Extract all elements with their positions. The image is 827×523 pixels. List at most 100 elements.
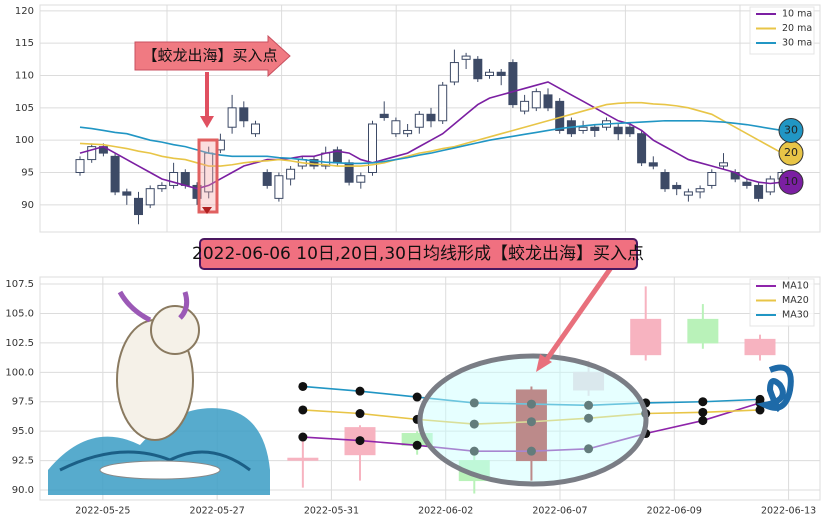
arrow bbox=[542, 250, 625, 364]
candle-body bbox=[578, 126, 588, 131]
ma-point bbox=[584, 400, 594, 410]
candle-body bbox=[438, 84, 448, 122]
y-tick-label: 120 bbox=[15, 6, 34, 17]
y-tick-label: 95.0 bbox=[12, 426, 34, 437]
ma-point bbox=[698, 407, 708, 417]
ma-point bbox=[355, 436, 365, 446]
candle-body bbox=[555, 100, 565, 131]
candle-body bbox=[274, 175, 284, 199]
ma-point bbox=[298, 381, 308, 391]
x-tick-label: 2022-05-27 bbox=[190, 506, 245, 517]
candle-body bbox=[192, 184, 202, 199]
ma-point bbox=[755, 394, 765, 404]
candle-body bbox=[122, 191, 132, 196]
candle-body bbox=[520, 100, 530, 112]
candle-body bbox=[590, 126, 600, 131]
y-tick-label: 107.5 bbox=[5, 279, 34, 290]
candle-body bbox=[687, 318, 719, 344]
candle-body bbox=[625, 126, 635, 135]
x-tick-label: 2022-06-02 bbox=[418, 506, 473, 517]
y-tick-label: 115 bbox=[15, 38, 34, 49]
ma-point bbox=[412, 392, 422, 402]
end-marker bbox=[778, 117, 804, 143]
decoration bbox=[48, 290, 794, 495]
x-tick-label: 2022-05-31 bbox=[304, 506, 359, 517]
x-tick-label: 2022-05-25 bbox=[75, 506, 130, 517]
y-tick-label: 100 bbox=[15, 135, 34, 146]
ma-point bbox=[469, 419, 479, 429]
legend-label: 20 ma bbox=[782, 23, 812, 34]
candle-body bbox=[251, 123, 260, 135]
highlight-ellipse bbox=[417, 353, 649, 487]
y-tick-label: 97.5 bbox=[12, 397, 34, 408]
annotation: 【蛟龙出海】买入点 bbox=[142, 47, 277, 65]
dog-head bbox=[150, 305, 200, 355]
ma-line bbox=[79, 119, 783, 165]
candle-body bbox=[742, 181, 752, 186]
candle-body bbox=[110, 155, 120, 193]
ma-line bbox=[79, 101, 783, 167]
ma-point bbox=[469, 398, 479, 408]
ma-point bbox=[355, 386, 365, 396]
ma-point bbox=[526, 399, 536, 409]
candle-body bbox=[309, 159, 319, 167]
y-tick-label: 95 bbox=[21, 168, 34, 179]
dragon bbox=[755, 364, 794, 413]
candle-body bbox=[508, 62, 518, 106]
highlight-box bbox=[197, 138, 219, 214]
candle-body bbox=[403, 129, 413, 135]
candle-body bbox=[239, 107, 249, 122]
candle-body bbox=[719, 162, 728, 167]
candle-body bbox=[391, 120, 401, 135]
surfboard bbox=[99, 460, 221, 480]
candle-body bbox=[379, 113, 389, 119]
candle-body bbox=[262, 172, 272, 186]
candle-body bbox=[157, 184, 167, 190]
candle-body bbox=[145, 188, 155, 206]
candle-body bbox=[648, 162, 658, 167]
arrow-head bbox=[536, 354, 552, 372]
banner bbox=[199, 238, 638, 270]
candle-body bbox=[449, 62, 459, 83]
candle-body bbox=[426, 113, 436, 122]
candle-body bbox=[75, 159, 85, 174]
candle-body bbox=[134, 197, 143, 216]
candle-body bbox=[473, 58, 483, 80]
candle-body bbox=[356, 175, 366, 183]
ma-point bbox=[698, 397, 708, 407]
legend-label: 30 ma bbox=[782, 38, 812, 49]
y-tick-label: 102.5 bbox=[5, 338, 34, 349]
legend-label: MA10 bbox=[782, 281, 809, 292]
candle-body bbox=[87, 146, 97, 161]
ma-point bbox=[526, 417, 536, 427]
ma-point bbox=[298, 432, 308, 442]
annotations: 【蛟龙出海】买入点 2022-06-06 10日,20日,30日均线形成【蛟龙出… bbox=[134, 34, 649, 487]
candle-body bbox=[368, 123, 377, 174]
candle-body bbox=[707, 172, 717, 186]
ma-point bbox=[584, 444, 594, 454]
y-tick-label: 90.0 bbox=[12, 485, 34, 496]
end-label: 10 bbox=[784, 175, 798, 188]
x-tick-label: 2022-06-09 bbox=[647, 506, 702, 517]
ma-point bbox=[469, 446, 479, 456]
candle-body bbox=[286, 168, 296, 180]
candle-body bbox=[227, 107, 237, 128]
candle-body bbox=[485, 71, 494, 76]
end-label: 30 bbox=[784, 123, 798, 136]
arrow-head bbox=[200, 116, 214, 128]
chart-panel: 90 95 100 105 110 115 120 10 20 30 10 ma 20 ma 30 ma bbox=[15, 4, 821, 233]
candle-body bbox=[672, 184, 682, 190]
candle-body bbox=[180, 172, 190, 186]
ma-point bbox=[526, 446, 536, 456]
candle-body bbox=[754, 184, 764, 199]
ma-line bbox=[79, 81, 783, 190]
candle-body bbox=[765, 178, 775, 193]
ma-point bbox=[584, 413, 594, 423]
candle-body bbox=[630, 318, 662, 356]
x-tick-label: 2022-06-13 bbox=[761, 506, 816, 517]
legend-label: 10 ma bbox=[782, 9, 812, 20]
ma-point bbox=[355, 409, 365, 419]
legend-label: MA20 bbox=[782, 295, 809, 306]
x-tick-label: 2022-06-07 bbox=[532, 506, 587, 517]
